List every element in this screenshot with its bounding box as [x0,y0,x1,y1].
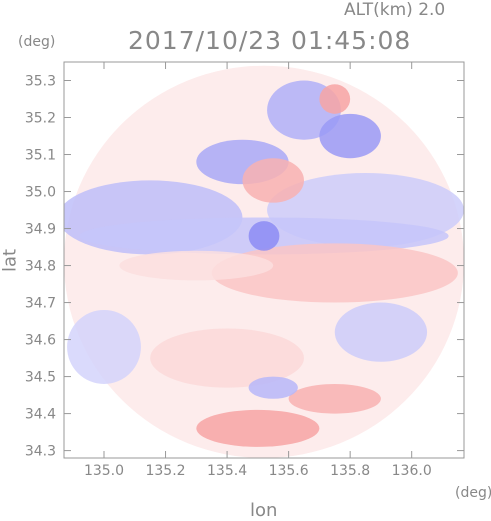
radar-echo-region [288,383,381,414]
y-axis-unit: (deg) [18,34,56,50]
radar-echo-region [248,376,298,399]
radar-echo-region [67,309,141,384]
x-tick-label: 136.0 [392,463,432,479]
radar-echo-region [150,328,304,388]
x-axis-label: lon [250,500,278,521]
radar-data-layer [64,65,464,458]
y-tick-label: 35.3 [25,74,56,90]
radar-echo-region [334,302,428,362]
radar-echo-region [211,243,458,303]
timestamp-title: 2017/10/23 01:45:08 [128,26,412,55]
y-tick-label: 35.1 [25,148,56,164]
x-tick-label: 135.2 [145,463,185,479]
radar-echo-region [119,250,274,281]
y-tick-label: 34.7 [25,296,56,312]
y-tick-label: 34.5 [25,370,56,386]
radar-echo-region [196,409,320,447]
y-tick-label: 34.8 [25,259,56,275]
x-axis-unit: (deg) [455,485,491,501]
radar-echo-region [248,221,280,251]
x-tick-label: 135.6 [269,463,309,479]
radar-echo-region [319,113,381,159]
y-tick-label: 34.4 [25,407,56,423]
x-tick-label: 135.4 [207,463,247,479]
x-tick-label: 135.0 [84,463,124,479]
y-tick-label: 35.2 [25,111,56,127]
radar-echo-region [319,84,351,114]
y-tick-label: 34.3 [25,444,56,460]
altitude-label: ALT(km) 2.0 [344,0,446,20]
x-tick-label: 135.8 [330,463,370,479]
y-tick-label: 34.6 [25,333,56,349]
y-tick-label: 35.0 [25,185,56,201]
radar-echo-region [242,158,304,203]
plot-frame [63,61,465,459]
y-tick-label: 34.9 [25,222,56,238]
axes-layer: 135.0 135.2 135.4 135.6 135.8 136.0 34.3 34.4 34… [25,61,465,479]
